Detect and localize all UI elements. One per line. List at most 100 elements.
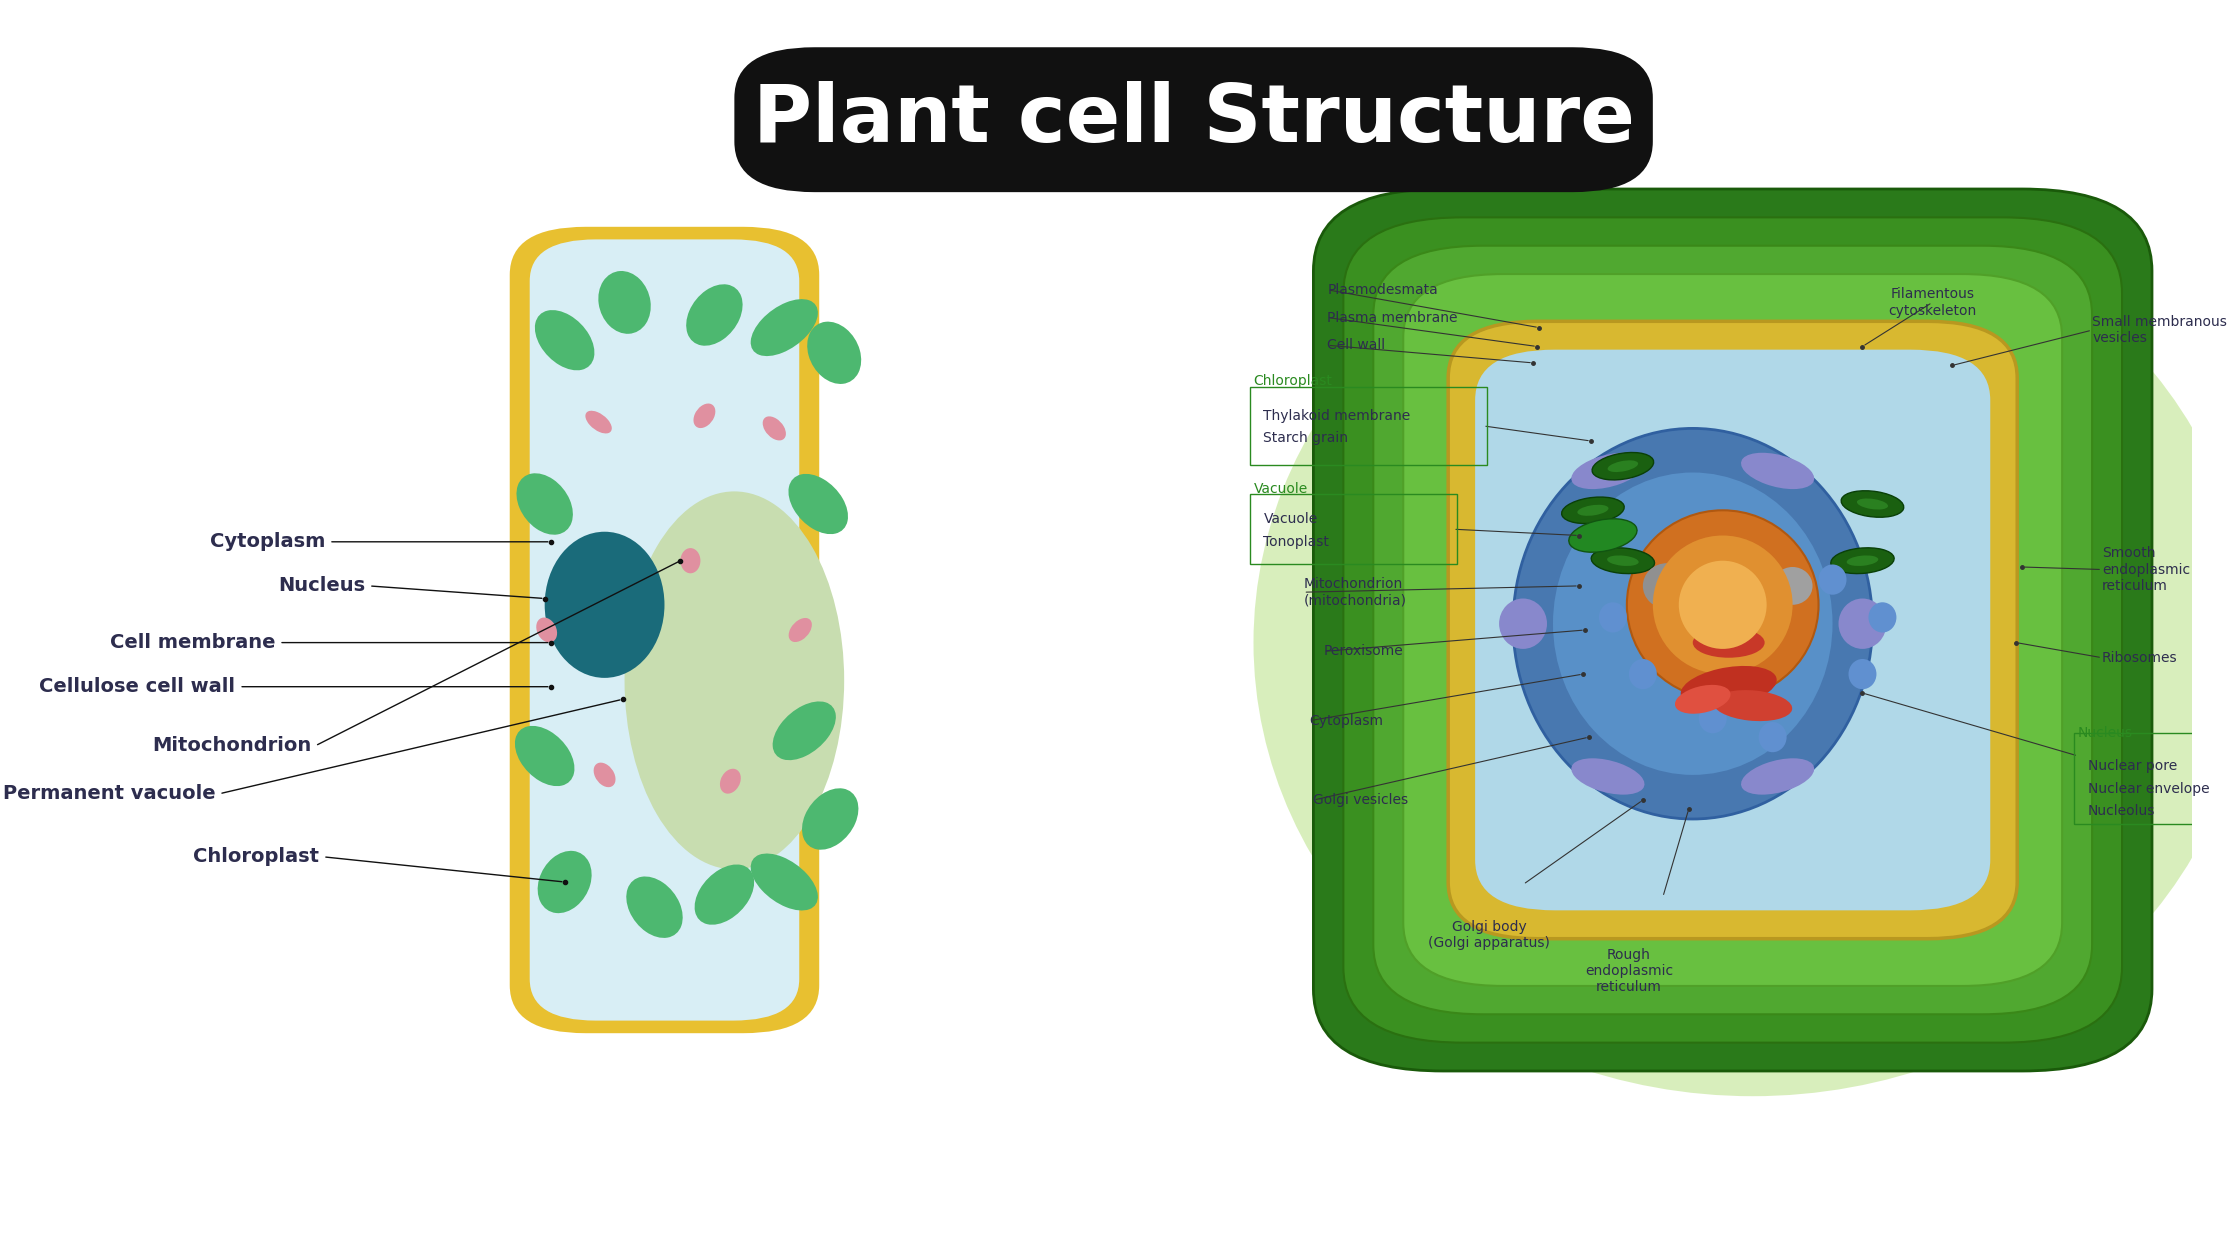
Ellipse shape — [535, 310, 594, 370]
Text: Chloroplast: Chloroplast — [1254, 373, 1333, 388]
Ellipse shape — [598, 271, 652, 334]
Ellipse shape — [1772, 567, 1812, 605]
Ellipse shape — [1839, 598, 1886, 649]
Text: Rough
endoplasmic
reticulum: Rough endoplasmic reticulum — [1586, 948, 1673, 994]
Ellipse shape — [1653, 536, 1792, 674]
Ellipse shape — [585, 411, 612, 433]
Text: Tonoplast: Tonoplast — [1263, 534, 1328, 549]
FancyBboxPatch shape — [1449, 321, 2018, 939]
Ellipse shape — [802, 789, 858, 849]
Ellipse shape — [1608, 460, 1637, 472]
Ellipse shape — [685, 285, 744, 345]
Text: Nucleus: Nucleus — [2079, 726, 2132, 741]
Ellipse shape — [1642, 563, 1691, 609]
Text: Mitochondrion
(mitochondria): Mitochondrion (mitochondria) — [1304, 577, 1407, 607]
Ellipse shape — [1841, 490, 1904, 518]
Ellipse shape — [694, 403, 715, 428]
Ellipse shape — [1568, 519, 1637, 552]
Text: Starch grain: Starch grain — [1263, 431, 1348, 446]
Ellipse shape — [762, 416, 786, 441]
Ellipse shape — [1698, 703, 1727, 733]
Text: Plasma membrane: Plasma membrane — [1328, 310, 1458, 325]
Ellipse shape — [1857, 499, 1888, 509]
FancyBboxPatch shape — [511, 227, 820, 1033]
Ellipse shape — [1599, 602, 1626, 633]
Ellipse shape — [1649, 571, 1678, 601]
Ellipse shape — [681, 548, 701, 573]
FancyBboxPatch shape — [529, 239, 800, 1021]
Ellipse shape — [1561, 496, 1624, 524]
Text: Peroxisome: Peroxisome — [1324, 644, 1402, 659]
Ellipse shape — [1819, 564, 1846, 595]
Ellipse shape — [1830, 548, 1895, 573]
Text: Cell wall: Cell wall — [1328, 338, 1387, 353]
Text: Cellulose cell wall: Cellulose cell wall — [38, 677, 235, 697]
Text: Golgi vesicles: Golgi vesicles — [1313, 793, 1409, 808]
Ellipse shape — [1628, 659, 1658, 689]
Text: Permanent vacuole: Permanent vacuole — [2, 784, 215, 804]
Ellipse shape — [1846, 556, 1879, 566]
Ellipse shape — [1740, 452, 1814, 489]
Ellipse shape — [1593, 452, 1653, 480]
Text: Thylakoid membrane: Thylakoid membrane — [1263, 408, 1411, 423]
Text: Nuclear pore: Nuclear pore — [2088, 759, 2177, 774]
Ellipse shape — [1740, 759, 1814, 795]
Text: Nuclear envelope: Nuclear envelope — [2088, 781, 2209, 796]
FancyBboxPatch shape — [1313, 189, 2153, 1071]
Ellipse shape — [750, 299, 818, 357]
Ellipse shape — [1512, 428, 1873, 819]
Text: Plasmodesmata: Plasmodesmata — [1328, 282, 1438, 297]
Ellipse shape — [1680, 667, 1776, 707]
Text: Cytoplasm: Cytoplasm — [1310, 713, 1384, 728]
Text: Chloroplast: Chloroplast — [193, 847, 318, 867]
Ellipse shape — [544, 532, 665, 678]
Ellipse shape — [719, 769, 741, 794]
Ellipse shape — [1590, 548, 1655, 573]
Ellipse shape — [1714, 690, 1792, 721]
FancyBboxPatch shape — [1373, 246, 2092, 1014]
Ellipse shape — [1848, 659, 1877, 689]
Ellipse shape — [1676, 685, 1732, 713]
Ellipse shape — [1606, 556, 1640, 566]
Ellipse shape — [1678, 561, 1767, 649]
Text: Small membranous
vesicles: Small membranous vesicles — [2092, 315, 2227, 345]
Ellipse shape — [1570, 759, 1644, 795]
Ellipse shape — [1499, 598, 1548, 649]
Text: Nucleolus: Nucleolus — [2088, 804, 2155, 819]
Text: Cytoplasm: Cytoplasm — [211, 532, 325, 552]
Text: Vacuole: Vacuole — [1254, 481, 1308, 496]
Text: Golgi body
(Golgi apparatus): Golgi body (Golgi apparatus) — [1429, 920, 1550, 950]
FancyBboxPatch shape — [1344, 217, 2121, 1043]
Text: Smooth
endoplasmic
reticulum: Smooth endoplasmic reticulum — [2101, 547, 2191, 592]
FancyBboxPatch shape — [1402, 275, 2063, 985]
FancyBboxPatch shape — [735, 47, 1653, 192]
Ellipse shape — [1626, 510, 1819, 699]
Ellipse shape — [517, 474, 573, 534]
Ellipse shape — [788, 617, 811, 643]
Ellipse shape — [1570, 452, 1644, 489]
Text: Vacuole: Vacuole — [1263, 512, 1317, 527]
Text: Mitochondrion: Mitochondrion — [152, 736, 311, 756]
Text: Nucleus: Nucleus — [278, 576, 365, 596]
Text: Cell membrane: Cell membrane — [110, 633, 276, 653]
Ellipse shape — [535, 617, 558, 643]
Ellipse shape — [1577, 505, 1608, 515]
Ellipse shape — [1254, 189, 2240, 1096]
Ellipse shape — [1758, 722, 1788, 752]
Ellipse shape — [594, 762, 616, 788]
Text: Filamentous
cytoskeleton: Filamentous cytoskeleton — [1888, 287, 1976, 318]
Ellipse shape — [773, 702, 836, 760]
Ellipse shape — [694, 864, 755, 925]
Ellipse shape — [1552, 472, 1832, 775]
Text: Ribosomes: Ribosomes — [2101, 650, 2177, 665]
Ellipse shape — [515, 726, 573, 786]
Ellipse shape — [806, 321, 860, 384]
Ellipse shape — [538, 850, 591, 913]
FancyBboxPatch shape — [1476, 350, 1991, 910]
Ellipse shape — [788, 474, 849, 534]
Ellipse shape — [1868, 602, 1897, 633]
Ellipse shape — [750, 853, 818, 911]
Text: Plant cell Structure: Plant cell Structure — [753, 81, 1635, 159]
Ellipse shape — [1693, 627, 1765, 658]
Ellipse shape — [627, 877, 683, 937]
